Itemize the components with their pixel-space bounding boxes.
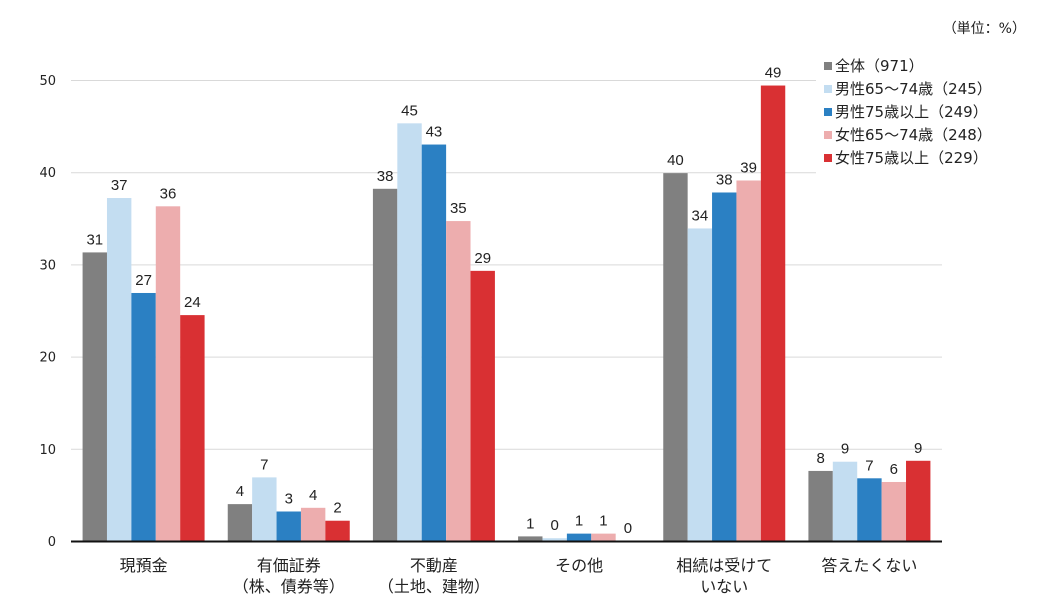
bar [857, 478, 882, 541]
bar [881, 481, 907, 541]
y-tick-label: 10 [39, 443, 56, 458]
x-category-label: （株、債券等） [233, 577, 345, 596]
bar-value-label: 31 [86, 231, 103, 248]
y-tick-label: 50 [39, 74, 56, 89]
legend-swatch-icon [824, 107, 832, 116]
legend-label: 全体（971） [835, 57, 924, 75]
bar [372, 188, 398, 541]
legend-swatch-icon [824, 61, 832, 70]
legend-swatch-icon [824, 84, 832, 93]
bar-value-label: 4 [236, 483, 244, 500]
bar [131, 292, 156, 541]
x-category-label: （土地、建物） [378, 577, 490, 596]
bar-value-label: 9 [841, 441, 849, 458]
y-tick-label: 40 [39, 166, 56, 181]
bar-value-label: 35 [450, 200, 467, 217]
bar [276, 511, 301, 541]
bar-value-label: 34 [692, 207, 709, 224]
bar-value-label: 9 [914, 440, 922, 457]
bar [227, 504, 253, 541]
bar [906, 460, 931, 541]
bar-value-label: 36 [160, 185, 177, 202]
bar [252, 477, 277, 541]
x-category-label: その他 [555, 556, 603, 575]
bar-value-label: 24 [184, 294, 201, 311]
bar [663, 173, 688, 541]
bar-value-label: 7 [865, 457, 873, 474]
x-category-label: いない [700, 577, 748, 596]
bar-value-label: 40 [667, 152, 684, 169]
bar [687, 228, 713, 541]
bar-value-label: 1 [526, 515, 534, 532]
legend-label: 男性75歳以上（249） [835, 103, 988, 121]
legend: 全体（971） 男性65～74歳（245） 男性75歳以上（249） 女性65～74歳… [816, 52, 996, 175]
bar-value-label: 49 [765, 65, 782, 82]
bar-value-label: 38 [377, 168, 394, 185]
bar [180, 315, 205, 541]
bar [106, 198, 132, 542]
bar [82, 252, 107, 541]
gridlines [71, 80, 942, 450]
y-axis-ticks: 0 10 20 30 40 50 [39, 74, 56, 550]
legend-item: 女性75歳以上（229） [824, 146, 992, 169]
bar [470, 270, 495, 541]
y-tick-label: 30 [39, 258, 56, 273]
bar [566, 533, 592, 541]
bar [421, 144, 447, 542]
bar-value-label: 7 [260, 456, 268, 473]
legend-item: 男性65～74歳（245） [824, 77, 992, 100]
bar [300, 507, 326, 541]
legend-item: 全体（971） [824, 54, 992, 77]
y-tick-label: 0 [48, 535, 56, 550]
legend-label: 男性65～74歳（245） [835, 80, 992, 98]
bar [736, 180, 761, 542]
legend-item: 女性65～74歳（248） [824, 123, 992, 146]
bar [542, 538, 567, 541]
bar-value-label: 2 [333, 500, 341, 517]
bar-value-label: 0 [624, 520, 632, 537]
legend-label: 女性65～74歳（248） [835, 126, 992, 144]
bar [808, 470, 833, 541]
bar-value-label: 1 [599, 513, 607, 530]
bar-value-label: 4 [309, 487, 317, 504]
bar [712, 192, 737, 541]
bar-value-label: 39 [740, 159, 757, 176]
bar [325, 520, 350, 541]
bar-value-label: 37 [111, 177, 128, 194]
unit-label: （単位：%） [942, 21, 1026, 37]
x-category-label: 有価証券 [257, 556, 321, 575]
bar-value-label: 27 [135, 272, 152, 289]
x-category-label: 現預金 [120, 556, 168, 575]
bar [760, 85, 786, 542]
legend-swatch-icon [824, 130, 832, 139]
bar-value-label: 29 [474, 250, 491, 267]
legend-item: 男性75歳以上（249） [824, 100, 992, 123]
bar-value-label: 0 [551, 517, 559, 534]
bar-value-label: 1 [575, 513, 583, 530]
x-category-label: 相続は受けて [676, 556, 772, 575]
bar [518, 536, 543, 541]
x-category-label: 不動産 [410, 556, 458, 575]
bar-value-label: 6 [890, 461, 898, 478]
bar-value-label: 38 [716, 171, 733, 188]
bar [591, 533, 616, 541]
bar-value-label: 8 [816, 450, 824, 467]
bar [832, 461, 858, 541]
bar-value-label: 45 [401, 102, 418, 119]
bars [82, 85, 931, 542]
bar [397, 123, 422, 542]
bar-value-label: 43 [426, 124, 443, 141]
x-category-label: 答えたくない [821, 556, 917, 575]
bar [155, 206, 181, 541]
legend-label: 女性75歳以上（229） [835, 149, 988, 167]
legend-swatch-icon [824, 153, 832, 162]
bar-value-label: 3 [285, 490, 293, 507]
bar [446, 221, 471, 542]
y-tick-label: 20 [39, 351, 56, 366]
